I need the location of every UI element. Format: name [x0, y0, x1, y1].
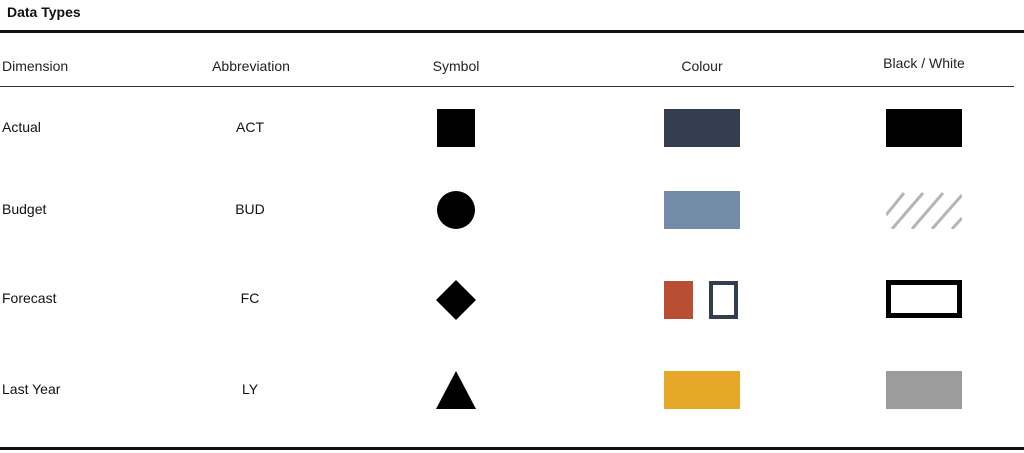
- colour-swatch-actual: [664, 109, 740, 147]
- header-divider: [0, 86, 1014, 87]
- row-actual-abbreviation: ACT: [236, 119, 264, 135]
- page-title: Data Types: [7, 4, 81, 20]
- triangle-icon: [436, 371, 476, 409]
- row-forecast-dimension: Forecast: [2, 290, 57, 306]
- row-forecast-abbreviation: FC: [240, 290, 260, 306]
- row-budget-dimension: Budget: [2, 201, 47, 217]
- column-header-colour: Colour: [681, 58, 723, 74]
- bw-swatch-budget-hatched: [886, 192, 962, 229]
- column-header-dimension: Dimension: [2, 58, 69, 74]
- row-last-year-dimension: Last Year: [2, 381, 61, 397]
- row-last-year-abbreviation: LY: [241, 381, 259, 397]
- colour-swatch-forecast-filled: [664, 281, 693, 319]
- colour-swatch-budget: [664, 191, 740, 229]
- colour-swatch-forecast-outlined: [709, 281, 738, 319]
- row-budget-abbreviation: BUD: [235, 201, 265, 217]
- square-icon: [437, 109, 475, 147]
- bw-swatch-forecast-outlined: [886, 280, 962, 318]
- circle-icon: [437, 191, 475, 229]
- row-actual-dimension: Actual: [2, 119, 41, 135]
- column-header-abbreviation: Abbreviation: [212, 58, 290, 74]
- diamond-icon: [436, 280, 476, 320]
- column-header-black-white: Black / White: [883, 55, 965, 71]
- bottom-divider: [0, 447, 1024, 450]
- column-header-symbol: Symbol: [432, 58, 480, 74]
- bw-swatch-actual: [886, 109, 962, 147]
- bw-swatch-last-year: [886, 371, 962, 409]
- top-divider: [0, 30, 1024, 33]
- colour-swatch-last-year: [664, 371, 740, 409]
